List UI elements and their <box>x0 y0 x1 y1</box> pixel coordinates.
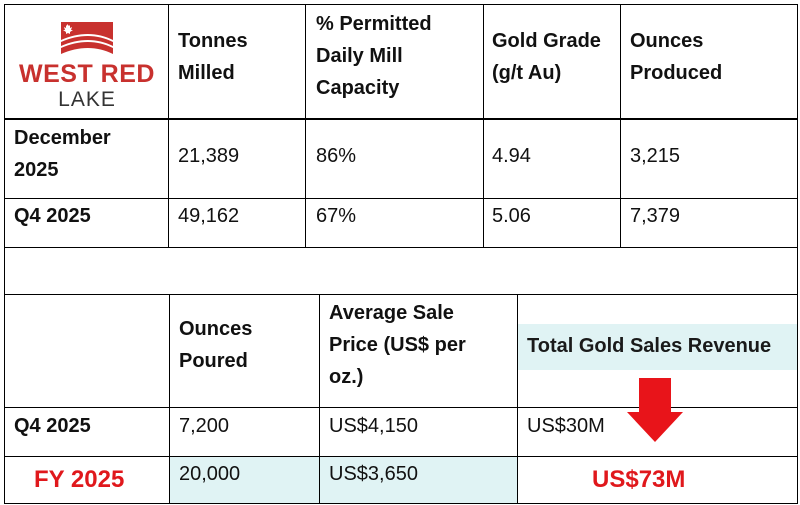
t1-q4-tonnes: 49,162 <box>178 205 240 227</box>
header-line: Produced <box>630 62 723 84</box>
row-label-line: December <box>14 127 111 149</box>
t2-header-ounces-poured: Ounces Poured <box>179 313 252 377</box>
t2-q4-ounces-poured: 7,200 <box>179 415 230 437</box>
header-line: Capacity <box>316 77 400 99</box>
t2-row-fy-label: FY 2025 <box>34 466 125 493</box>
header-line: Tonnes <box>178 30 248 52</box>
t1-row-q4-label: Q4 2025 <box>14 205 91 227</box>
t1-header-gold-grade: Gold Grade (g/t Au) <box>492 25 601 89</box>
header-line: Gold Grade <box>492 30 601 52</box>
header-line: (g/t Au) <box>492 62 562 84</box>
down-arrow-icon <box>627 378 683 442</box>
t2-header-divider <box>4 407 798 408</box>
t2-q4-sale-price: US$4,150 <box>329 415 418 437</box>
t1-q4-capacity: 67% <box>316 205 357 227</box>
t1-december-ounces: 3,215 <box>630 145 681 167</box>
t2-fy-ounces-poured: 20,000 <box>179 463 241 485</box>
t2-fy-revenue: US$73M <box>592 466 686 493</box>
header-line: Price (US$ per <box>329 334 466 356</box>
header-line: Average Sale <box>329 302 454 324</box>
frame-top <box>4 4 798 5</box>
t2-header-total-revenue: Total Gold Sales Revenue <box>527 335 772 357</box>
header-line: Ounces <box>179 318 253 340</box>
row-label-line: 2025 <box>14 159 59 181</box>
header-line: Daily Mill <box>316 45 403 67</box>
t1-col-1 <box>168 4 169 248</box>
t2-col-3 <box>517 294 518 504</box>
t2-row-divider <box>4 456 798 457</box>
maple-leaf-waves-icon <box>61 22 113 54</box>
t1-header-ounces-produced: Ounces Produced <box>630 25 722 89</box>
frame-left <box>4 4 5 504</box>
fy-ounces-highlight <box>170 457 319 503</box>
t1-bottom-divider <box>4 247 798 248</box>
t2-q4-revenue: US$30M <box>527 415 605 437</box>
t1-col-2 <box>305 4 306 248</box>
t1-col-4 <box>620 4 621 248</box>
header-line: Poured <box>179 350 248 372</box>
header-line: % Permitted <box>316 13 432 35</box>
t1-col-3 <box>483 4 484 248</box>
t2-row-q4-label: Q4 2025 <box>14 415 91 437</box>
t1-header-tonnes-milled: Tonnes Milled <box>178 25 248 89</box>
t1-row-december-label: December 2025 <box>14 122 111 186</box>
t2-fy-sale-price: US$3,650 <box>329 463 418 485</box>
t1-december-capacity: 86% <box>316 145 357 167</box>
t2-col-1 <box>169 294 170 504</box>
t1-header-permitted-capacity: % Permitted Daily Mill Capacity <box>316 8 432 104</box>
revenue-header-highlight <box>518 324 797 370</box>
t2-col-2 <box>319 294 320 504</box>
t2-header-average-sale-price: Average Sale Price (US$ per oz.) <box>329 297 466 393</box>
header-line: Milled <box>178 62 235 84</box>
frame-right <box>797 4 798 504</box>
header-line: oz.) <box>329 366 364 388</box>
t1-header-divider <box>4 118 798 120</box>
logo-name-line2: LAKE <box>58 88 116 111</box>
t1-q4-grade: 5.06 <box>492 205 531 227</box>
t1-q4-ounces: 7,379 <box>630 205 681 227</box>
logo-name-line1: WEST RED <box>19 60 155 88</box>
t1-december-tonnes: 21,389 <box>178 145 240 167</box>
t1-december-grade: 4.94 <box>492 145 531 167</box>
fy-price-highlight <box>320 457 517 503</box>
t2-top-divider <box>4 294 798 295</box>
header-line: Ounces <box>630 30 704 52</box>
frame-bottom <box>4 503 798 504</box>
company-logo: WEST RED LAKE <box>8 12 164 116</box>
t1-row-divider <box>4 198 798 199</box>
